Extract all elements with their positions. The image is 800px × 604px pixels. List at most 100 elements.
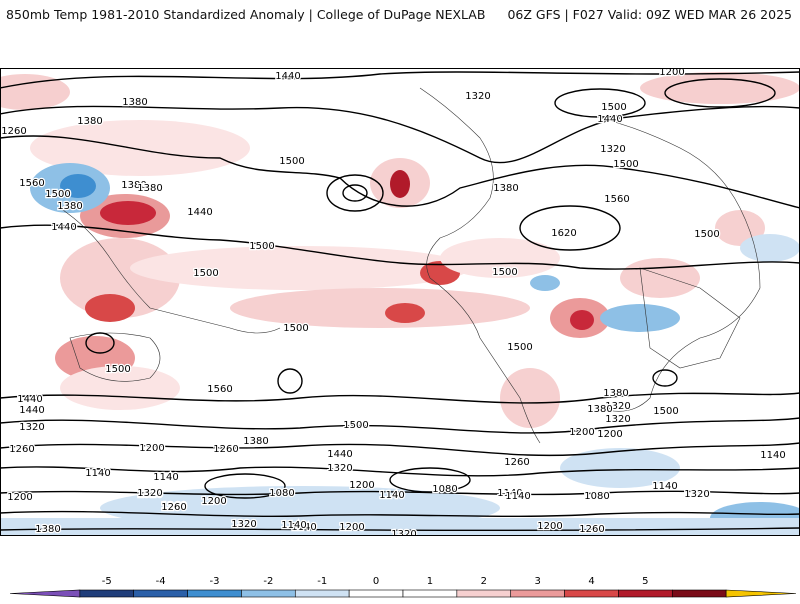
cold-anomaly-region <box>0 518 800 536</box>
contour-label: 1260 <box>9 444 34 455</box>
contour-label: 1560 <box>207 384 232 395</box>
contour-label: 1500 <box>193 268 218 279</box>
contour-label: 1440 <box>19 405 44 416</box>
contour-label: 1440 <box>17 394 42 405</box>
colorbar-swatch <box>187 589 242 598</box>
colorbar-tick-label: -4 <box>156 576 166 587</box>
contour-label: 1380 <box>57 201 82 212</box>
map-frame: 1440 1380 1260 1200 1320 1380 1440 1500 1500 1380… <box>0 68 800 536</box>
contour-label: 1140 <box>85 468 110 479</box>
contour-label: 1140 <box>760 450 785 461</box>
model-run-label: 06Z GFS | F027 Valid: 09Z WED MAR 26 202… <box>507 7 792 22</box>
contour-label: 1320 <box>605 401 630 412</box>
warm-anomaly-region <box>60 366 180 410</box>
contour-label: 1500 <box>492 267 517 278</box>
contour-label: 1500 <box>343 420 368 431</box>
contour-label: 1140 <box>291 522 316 533</box>
colorbar-swatch <box>564 589 619 598</box>
contour-label: 1320 <box>605 414 630 425</box>
header: 850mb Temp 1981-2010 Standardized Anomal… <box>0 0 800 30</box>
contour-label: 1320 <box>327 463 352 474</box>
contour-label: 1320 <box>391 529 416 536</box>
cold-anomaly-region <box>560 448 680 488</box>
colorbar-tick-label: 2 <box>481 576 487 587</box>
contour-label: 1200 <box>659 68 684 78</box>
contour-label: 1380 <box>243 436 268 447</box>
colorbar-tick-labels: -5 -4 -3 -2 -1 0 1 2 3 4 5 <box>102 576 649 587</box>
anomaly-shading <box>0 72 800 536</box>
colorbar: -5 -4 -3 -2 -1 0 1 2 3 4 5 <box>0 570 800 600</box>
contour-label: 1140 <box>153 472 178 483</box>
contour-label: 1200 <box>139 443 164 454</box>
contour-label: 1080 <box>269 488 294 499</box>
contour-label: 1260 <box>213 444 238 455</box>
contour-label: 1140 <box>281 520 306 531</box>
colorbar-tick-label: 3 <box>534 576 540 587</box>
colorbar-scale: -5 -4 -3 -2 -1 0 1 2 3 4 5 <box>9 576 797 598</box>
contour-label: 1440 <box>597 114 622 125</box>
contour-label: 1380 <box>493 183 518 194</box>
colorbar-swatch <box>402 589 458 598</box>
contour-label: 1440 <box>327 449 352 460</box>
contour-label: 1260 <box>161 502 186 513</box>
contour-label: 1200 <box>597 429 622 440</box>
colorbar-tick-label: -2 <box>263 576 273 587</box>
contour-label: 1200 <box>201 496 226 507</box>
contour-label: 1260 <box>579 524 604 535</box>
cold-anomaly-region <box>530 275 560 291</box>
contour-label: 1320 <box>231 519 256 530</box>
contour-label: 1140 <box>505 491 530 502</box>
colorbar-swatches <box>9 589 797 598</box>
warm-anomaly-region <box>130 246 470 290</box>
colorbar-swatch <box>456 589 512 598</box>
contour-label: 1380 <box>137 183 162 194</box>
contour-label: 1500 <box>507 342 532 353</box>
colorbar-swatch <box>725 589 797 598</box>
contour-label: 1380 <box>35 524 60 535</box>
warm-anomaly-region <box>385 303 425 323</box>
contour-label: 1560 <box>604 194 629 205</box>
colorbar-tick-label: -5 <box>102 576 112 587</box>
contour-label: 1200 <box>339 522 364 533</box>
contour-label: 1260 <box>161 501 186 512</box>
cold-anomaly-region <box>60 174 96 198</box>
contour-label: 1500 <box>279 156 304 167</box>
contour-label: 1320 <box>684 489 709 500</box>
contour-label: 1500 <box>105 364 130 375</box>
warm-anomaly-region <box>570 310 594 330</box>
colorbar-swatch <box>618 589 673 598</box>
warm-anomaly-region <box>440 238 560 278</box>
contour-label: 1080 <box>584 491 609 502</box>
contour-label: 1200 <box>569 427 594 438</box>
warm-anomaly-region <box>85 294 135 322</box>
contour-label: 1500 <box>283 323 308 334</box>
colorbar-swatch <box>79 589 135 598</box>
colorbar-swatch <box>671 589 727 598</box>
colorbar-tick-label: 1 <box>427 576 433 587</box>
colorbar-tick-label: 4 <box>588 576 594 587</box>
contour-label: 1320 <box>137 488 162 499</box>
contour-label: 1200 <box>537 521 562 532</box>
contour-label: 1560 <box>19 178 44 189</box>
colorbar-swatch <box>241 589 296 598</box>
warm-anomaly-region <box>230 288 530 328</box>
contour-label: 1320 <box>137 489 162 500</box>
contour-label: 1080 <box>432 484 457 495</box>
contour-label: 1260 <box>504 457 529 468</box>
contour-label: 1500 <box>613 159 638 170</box>
warm-anomaly-region <box>100 201 156 225</box>
warm-anomaly-region <box>620 258 700 298</box>
contour-label: 1320 <box>600 144 625 155</box>
colorbar-tick-label: 0 <box>373 576 379 587</box>
contour-label: 1500 <box>601 102 626 113</box>
contour-label: 1380 <box>122 97 147 108</box>
colorbar-tick-label: 5 <box>642 576 648 587</box>
colorbar-swatch <box>133 589 188 598</box>
contour-label: 1380 <box>121 180 146 191</box>
warm-anomaly-region <box>640 72 800 104</box>
contour-label: 1380 <box>603 388 628 399</box>
chart-title: 850mb Temp 1981-2010 Standardized Anomal… <box>6 7 486 22</box>
contour-label: 1140 <box>652 481 677 492</box>
